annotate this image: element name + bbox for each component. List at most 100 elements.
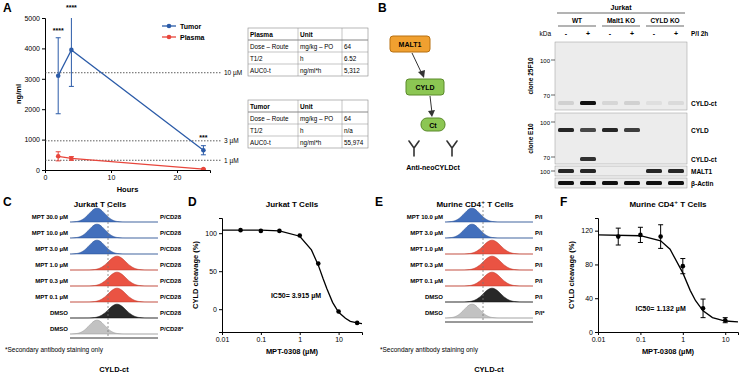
panel-label: D xyxy=(188,195,197,209)
panel-label: B xyxy=(378,1,387,15)
legend-label: Tumor xyxy=(180,23,202,30)
title: Jurkat T Cells xyxy=(74,200,127,209)
title: Murine CD4⁺ T Cells xyxy=(629,200,707,209)
error-cap xyxy=(658,248,663,249)
x-axis-title: Hours xyxy=(117,185,139,194)
protease-label: MALT1 xyxy=(399,41,422,48)
tick: 50 xyxy=(209,268,222,275)
band xyxy=(580,181,596,185)
panel-label: F xyxy=(560,195,567,209)
band xyxy=(580,101,596,105)
footnote: *Secondary antibody staining only xyxy=(5,346,104,354)
condition-label: P/I xyxy=(535,278,543,284)
tick-label: 0.01 xyxy=(216,336,230,343)
tick-mark xyxy=(42,79,45,80)
y-axis-title: CYLD cleavage (%) xyxy=(567,241,576,309)
annotation: IC50= 3.915 µM xyxy=(271,292,321,300)
tick-mark xyxy=(300,332,301,335)
annotation: IC50= 1.132 µM xyxy=(636,305,686,313)
table-rule xyxy=(248,64,368,65)
arrowhead xyxy=(418,70,425,78)
row-label: DMSO xyxy=(50,310,68,316)
tick: 20 xyxy=(174,170,182,181)
row-label: MPT 0.1 µM xyxy=(35,294,68,300)
tick-label: 10 xyxy=(108,174,116,181)
tick-mark xyxy=(42,109,45,110)
reference-line xyxy=(45,140,222,141)
condition-label: P/I xyxy=(535,230,543,236)
condition-label: P/CD28 xyxy=(160,230,182,236)
band xyxy=(624,101,640,105)
tick-label: 0.1 xyxy=(256,336,266,343)
point xyxy=(723,318,728,323)
x-axis-title: MPT-0308 (µM) xyxy=(266,347,319,356)
error-cap xyxy=(201,154,206,155)
tick-label: 0 xyxy=(44,174,48,181)
table-cell: T1/2 xyxy=(250,55,263,62)
legend-marker xyxy=(167,24,172,29)
tick: 2000 xyxy=(24,106,45,113)
error-cap xyxy=(638,227,643,228)
tick-mark xyxy=(595,298,598,299)
tick: 10 xyxy=(108,170,116,181)
table-frame xyxy=(248,28,368,76)
condition-label: P/CD28 xyxy=(160,310,182,316)
kda-tick xyxy=(551,95,555,96)
plot-area xyxy=(222,228,362,325)
blot-membrane xyxy=(555,42,687,110)
header-rule xyxy=(558,26,596,27)
condition-label: P/I xyxy=(535,294,543,300)
error-cap xyxy=(701,299,706,300)
table-cell: 6.52 xyxy=(344,55,357,62)
axis-line xyxy=(46,171,211,174)
condition-label: P/CD28 xyxy=(160,262,182,268)
clone-label: clone E10 xyxy=(527,123,534,154)
axis-line xyxy=(219,219,223,333)
histogram xyxy=(445,272,533,286)
tick-mark xyxy=(177,170,178,173)
row-label: DMSO xyxy=(425,294,443,300)
table-cell: 64 xyxy=(344,115,352,122)
table-cell: ng/ml*h xyxy=(300,67,322,75)
histogram xyxy=(445,208,533,222)
tick-label: 10 xyxy=(335,336,343,343)
band xyxy=(646,181,662,185)
error-cap xyxy=(56,160,61,161)
histogram xyxy=(70,208,158,222)
row-label: MPT 3.0 µM xyxy=(410,230,443,236)
error-bar xyxy=(56,152,61,161)
point xyxy=(201,167,206,170)
clone-label: clone 25F10 xyxy=(527,57,534,95)
chart: 0.010.1110050100IC50= 3.915 µMJurkat T C… xyxy=(191,200,363,356)
tick: 5000 xyxy=(24,15,45,22)
treatment: P/I 2h xyxy=(691,30,708,37)
error-bar xyxy=(616,228,621,245)
tick: 3000 xyxy=(24,76,45,83)
point xyxy=(316,261,321,266)
axis-line xyxy=(445,322,533,323)
error-cap xyxy=(56,113,61,114)
tick-label: 100 xyxy=(205,230,217,237)
tick-label: 1 xyxy=(681,336,685,343)
legend-label: Plasma xyxy=(180,34,205,41)
header-rule xyxy=(557,13,685,14)
kda-tick xyxy=(551,157,555,158)
table-rule xyxy=(342,100,343,148)
axis-line xyxy=(599,333,739,336)
point xyxy=(681,264,686,269)
western-blot: JurkatWTMalt1 KOCYLD KO-+-+-+P/I 2hkDaCY… xyxy=(527,4,717,188)
table-rule xyxy=(248,112,368,113)
tick-mark xyxy=(219,309,222,310)
table-header: Unit xyxy=(300,103,313,110)
blot-membrane xyxy=(555,113,687,164)
band-label: CYLD-ct xyxy=(691,156,717,163)
point xyxy=(238,228,243,233)
row-label: MPT 0.3 µM xyxy=(410,262,443,268)
histogram xyxy=(445,224,533,238)
tick-label: 80 xyxy=(585,261,593,268)
table-cell: 5,312 xyxy=(344,67,360,74)
kda-tick xyxy=(551,171,555,172)
histogram xyxy=(70,224,158,238)
row-label: MPT 0.3 µM xyxy=(35,278,68,284)
tick-label: 1000 xyxy=(24,136,40,143)
